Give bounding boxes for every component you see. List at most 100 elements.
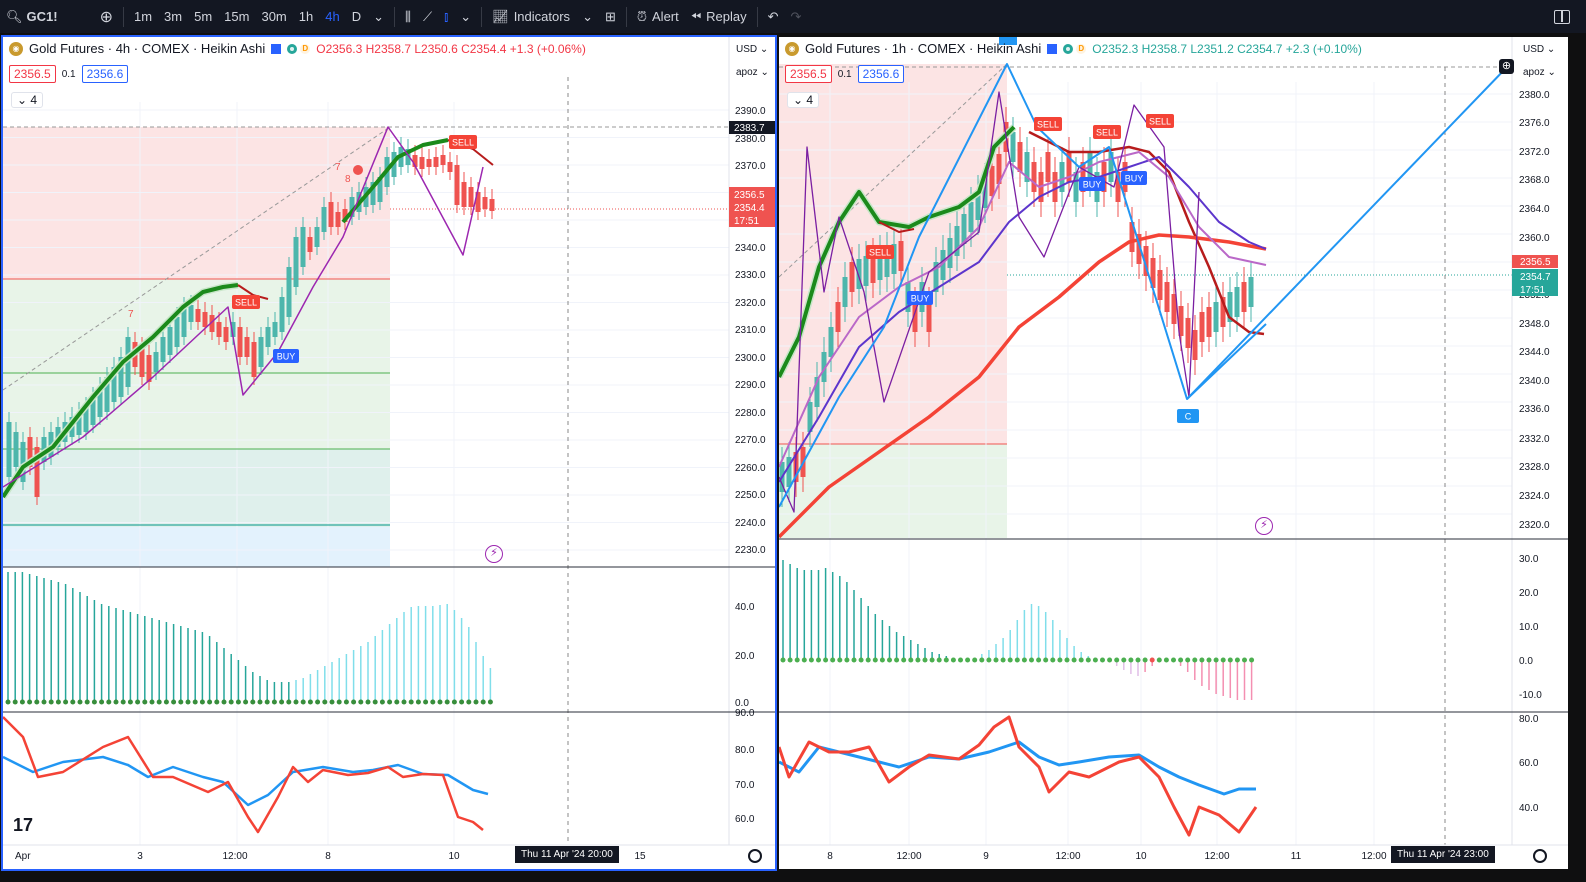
- top-toolbar: 🔍︎ GC1! ⊕ 1m 3m 5m 15m 30m 1h 4h D ⌄ ⫼ ⟋ ⫾ ⌄ 📈︎ I…: [0, 0, 1586, 33]
- replay-button[interactable]: ⏪︎ Replay: [685, 0, 753, 33]
- lightning-icon[interactable]: ⚡︎: [485, 545, 503, 563]
- crosshair-time-label: Thu 11 Apr '24 20:00: [515, 846, 619, 863]
- status-dots: D: [287, 43, 311, 54]
- interval-1m[interactable]: 1m: [133, 9, 153, 24]
- indicators-button[interactable]: 📈︎ Indicators: [486, 0, 576, 33]
- flag-icon[interactable]: [271, 43, 282, 54]
- bid-button[interactable]: 2356.5: [785, 65, 832, 83]
- ohlc-high: H2358.7: [365, 41, 412, 56]
- no-entry-icon: [353, 165, 363, 175]
- flag-icon[interactable]: [1047, 43, 1058, 54]
- scale-select[interactable]: apoz ⌄: [736, 67, 769, 78]
- candle-body: [482, 197, 488, 209]
- candle-body: [272, 322, 278, 337]
- currency-select[interactable]: USD ⌄: [736, 44, 769, 55]
- count-7b: 7: [335, 162, 341, 173]
- chart-panel-4h[interactable]: SELLBUYSELL7782390.02380.02370.02360.023…: [1, 35, 777, 871]
- ask-button[interactable]: 2356.6: [81, 65, 129, 83]
- candle-body: [20, 442, 26, 482]
- osc-dot: [77, 699, 83, 705]
- interval-5m[interactable]: 5m: [194, 9, 213, 24]
- add-crosshair-icon[interactable]: ⊕: [1499, 59, 1514, 74]
- osc-dot: [801, 657, 807, 663]
- high-tag: 2383.7: [734, 123, 765, 134]
- last-price-tag-bg: [1512, 255, 1558, 268]
- price-tick: 2290.0: [735, 380, 766, 391]
- interval-D[interactable]: D: [351, 9, 362, 24]
- alert-button[interactable]: ⏰︎ Alert: [631, 0, 685, 33]
- add-symbol-button[interactable]: ⊕: [94, 0, 119, 33]
- candle-body: [996, 154, 1002, 184]
- chart-panel-1h[interactable]: SELL SELL SELL SELL BUY BUY BUY C 2380.0 2376.0 23…: [779, 37, 1568, 869]
- candle-body: [118, 357, 124, 397]
- candle-body: [300, 227, 306, 267]
- indicators-dropdown[interactable]: ⌄: [576, 0, 599, 33]
- osc-tick: 30.0: [1519, 554, 1539, 565]
- osc-dot: [336, 699, 342, 705]
- delayed-icon: D: [300, 43, 311, 54]
- chart-canvas-4h[interactable]: SELLBUYSELL7782390.02380.02370.02360.023…: [3, 37, 775, 869]
- candle-body: [307, 237, 313, 252]
- candle-body: [898, 241, 904, 271]
- settings-gear-icon[interactable]: [748, 849, 762, 863]
- osc-dot: [1178, 657, 1184, 663]
- buy-label-3-bg: [1121, 171, 1147, 185]
- osc-dot: [872, 657, 878, 663]
- osc-dot: [858, 657, 864, 663]
- interval-4h[interactable]: 4h: [325, 9, 340, 24]
- osc-dot: [1142, 657, 1148, 663]
- osc-dot: [315, 699, 321, 705]
- ask-button[interactable]: 2356.6: [857, 65, 905, 83]
- buy-label-1-bg: [273, 349, 299, 363]
- candle-body: [1129, 222, 1135, 252]
- osc-dot: [823, 657, 829, 663]
- candle-body: [1031, 162, 1037, 192]
- interval-15m[interactable]: 15m: [224, 9, 250, 24]
- candle-body: [468, 187, 474, 207]
- candle-body: [279, 297, 285, 332]
- bid-button[interactable]: 2356.5: [9, 65, 56, 83]
- osc-dot: [221, 699, 227, 705]
- interval-1h[interactable]: 1h: [298, 9, 314, 24]
- osc-dot: [19, 699, 25, 705]
- osc-dot: [351, 699, 357, 705]
- currency-select[interactable]: USD ⌄: [1523, 44, 1556, 55]
- osc-dot: [300, 699, 306, 705]
- candle-body: [433, 157, 439, 167]
- osc-dot: [794, 657, 800, 663]
- candle-body: [947, 238, 953, 268]
- chart-style-button[interactable]: ⫾: [438, 0, 454, 33]
- interval-30m[interactable]: 30m: [261, 9, 287, 24]
- chart-canvas-1h[interactable]: SELL SELL SELL SELL BUY BUY BUY C 2380.0 2376.0 23…: [779, 37, 1568, 869]
- settings-gear-icon[interactable]: [1533, 849, 1547, 863]
- redo-button[interactable]: ↷: [785, 0, 808, 33]
- candle-body: [209, 315, 215, 332]
- scale-select[interactable]: apoz ⌄: [1523, 67, 1556, 78]
- chart-type-candles-button[interactable]: ⫼: [399, 0, 417, 33]
- osc-tick: 0.0: [1519, 656, 1533, 667]
- sell-label-2: SELL: [452, 138, 474, 148]
- osc-dot: [1171, 657, 1176, 663]
- chart-style-dropdown[interactable]: ⌄: [454, 0, 477, 33]
- collapse-indicators-button[interactable]: ⌄ 4: [787, 92, 820, 108]
- osc-dot: [1242, 657, 1247, 663]
- osc-dot: [437, 699, 443, 705]
- collapse-indicators-button[interactable]: ⌄ 4: [11, 92, 44, 108]
- countdown-tag: 17:51: [734, 216, 759, 227]
- sell-label-1-bg: [866, 245, 894, 259]
- symbol-search[interactable]: 🔍︎ GC1!: [0, 0, 64, 33]
- layout-toggle-button[interactable]: [1548, 0, 1576, 33]
- interval-dropdown[interactable]: ⌄: [367, 0, 390, 33]
- candle-body: [412, 155, 418, 167]
- currency-label: USD: [736, 44, 758, 55]
- interval-3m[interactable]: 3m: [164, 9, 183, 24]
- undo-button[interactable]: ↶: [762, 0, 785, 33]
- osc-dot: [480, 699, 486, 705]
- compare-button[interactable]: ⟋: [417, 0, 438, 33]
- sell-label-4: SELL: [1149, 117, 1171, 127]
- candle-body: [1248, 277, 1254, 307]
- osc-dot: [1043, 657, 1049, 663]
- candle-body: [786, 457, 792, 487]
- layouts-button[interactable]: ⊞: [599, 0, 622, 33]
- lightning-icon[interactable]: ⚡︎: [1255, 517, 1273, 535]
